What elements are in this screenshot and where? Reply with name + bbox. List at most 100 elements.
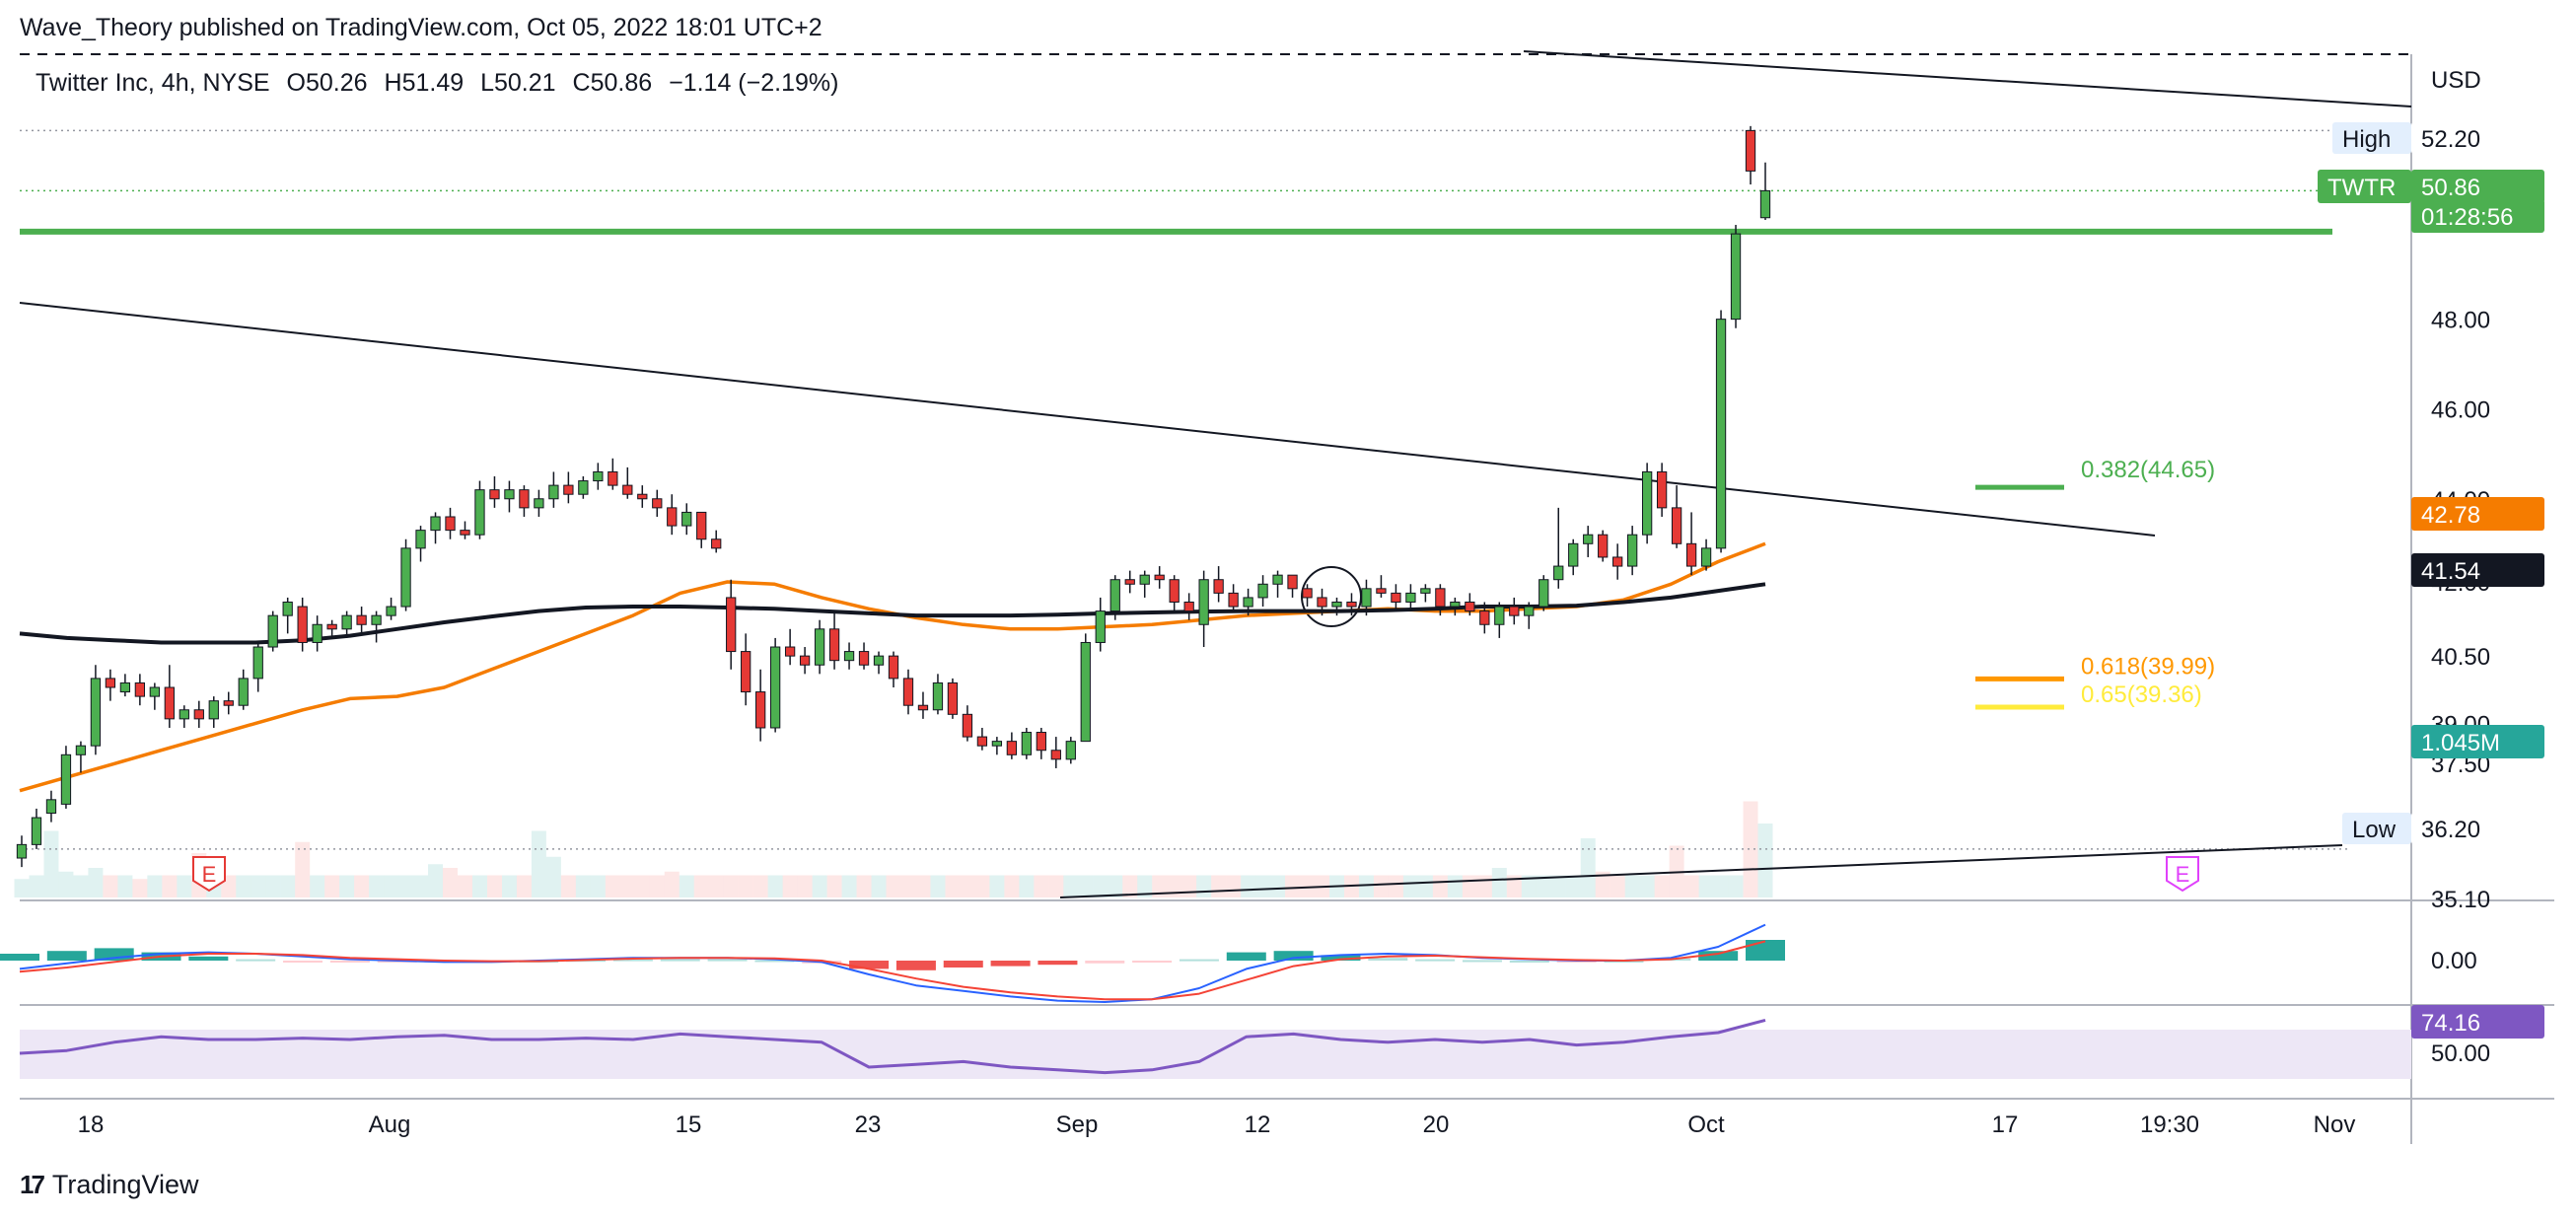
volume-bar [1108, 875, 1123, 897]
candle-body [119, 681, 131, 693]
candle-body [1479, 610, 1490, 625]
earnings-letter: E [202, 862, 217, 887]
candle [1700, 538, 1712, 571]
volume-bar [1580, 838, 1596, 897]
indicators [0, 923, 1785, 1075]
close-value: C50.86 [572, 69, 653, 97]
low-tag: Low [2342, 813, 2411, 844]
signal-line [19, 940, 1766, 1001]
volume-bar [767, 875, 783, 897]
candle-body [1228, 592, 1239, 608]
candle [799, 647, 811, 675]
volume-bar [782, 875, 798, 897]
candle-body [858, 651, 870, 666]
candle-body [1287, 574, 1298, 590]
volume-bar [486, 875, 502, 897]
candle [888, 651, 899, 687]
candle-body [1376, 588, 1387, 594]
volume-bar [619, 875, 635, 897]
volume-bar [664, 871, 680, 897]
candle-body [1109, 579, 1120, 612]
volume-bar [575, 875, 591, 897]
ema-fast-tag: 42.78 [2411, 497, 2544, 531]
candle [1021, 727, 1032, 759]
candle-body [45, 799, 57, 814]
earnings-badge [192, 856, 226, 893]
candle [1124, 570, 1135, 594]
y-tick-label: 35.10 [2431, 887, 2490, 913]
candle [608, 458, 618, 490]
open-value: O50.26 [286, 69, 368, 97]
macd-histogram-bar [990, 961, 1031, 967]
candle [1509, 597, 1520, 625]
candle-body [149, 686, 160, 697]
candle-body [1139, 574, 1150, 585]
volume-bar [1402, 875, 1418, 897]
candle [208, 696, 219, 728]
volume-bar [1506, 875, 1522, 897]
volume-bar [339, 875, 355, 897]
highlight-circle [1301, 566, 1362, 627]
volume-bar [1241, 875, 1256, 897]
candle [902, 669, 914, 715]
candle-body [1050, 750, 1061, 760]
x-tick-label: 23 [855, 1111, 882, 1138]
publish-info: Wave_Theory published on TradingView.com… [20, 14, 823, 41]
candle-body [622, 484, 633, 495]
volume-bar [1137, 875, 1153, 897]
macd-histogram-bar [188, 956, 229, 961]
candle-body [652, 498, 663, 509]
candle [16, 835, 28, 868]
volume-bar [1610, 875, 1625, 897]
candle [1169, 575, 1180, 611]
candle [1435, 584, 1446, 616]
candle [1006, 732, 1018, 759]
volume-bar [354, 875, 370, 897]
volume-bar [458, 875, 472, 897]
macd-histogram-bar [1179, 959, 1219, 962]
candle-body [578, 480, 589, 495]
candle [1361, 579, 1372, 616]
last-price-tag-bg [2411, 170, 2544, 203]
volume-bar [1226, 875, 1242, 897]
volume-bar [1417, 875, 1433, 897]
volume-bar [708, 875, 724, 897]
candle [1198, 570, 1209, 648]
candle-body [1213, 579, 1224, 594]
candle [179, 705, 189, 728]
candle-body [1641, 470, 1653, 536]
rsi-value-tag-text: 74.16 [2421, 1010, 2480, 1037]
candle [297, 597, 308, 652]
candle-body [1612, 556, 1623, 567]
volume-histogram [14, 801, 1773, 897]
candle [1391, 584, 1401, 611]
trendlines[interactable] [19, 50, 2412, 898]
volume-bar [1491, 868, 1507, 897]
candle [962, 705, 973, 742]
footer-brand[interactable]: 17 TradingView [20, 1170, 199, 1200]
volume-bar [413, 875, 429, 897]
last-price-tag-text: 50.86 [2421, 175, 2480, 201]
volume-bar [1432, 875, 1448, 897]
candle-body [371, 614, 382, 625]
volume-bar [1595, 871, 1610, 897]
macd-histogram-bar [612, 959, 653, 962]
macd-histogram-bar [1132, 961, 1173, 963]
candle [1036, 727, 1046, 759]
candle [1583, 526, 1594, 557]
volume-bar [974, 875, 990, 897]
rsi-line [19, 1018, 1766, 1075]
candle-body [1450, 601, 1461, 608]
symbol-legend: Twitter Inc, 4h, NYSE O50.26 H51.49 L50.… [36, 69, 848, 98]
volume-bar [1698, 875, 1714, 897]
candle [741, 633, 751, 706]
candle-body [1080, 641, 1091, 743]
fib-levels[interactable]: 0.382(44.65) 0.618(39.99)0.65(39.36) [1975, 457, 2215, 710]
high-value-tag-text: 52.20 [2421, 126, 2480, 153]
volume-bar [236, 875, 251, 897]
macd-histogram-bar [1321, 955, 1361, 961]
symbol-name[interactable]: Twitter Inc, 4h, NYSE [36, 69, 270, 97]
volume-bar [1550, 875, 1566, 897]
macd-histogram-bar [1085, 961, 1125, 964]
